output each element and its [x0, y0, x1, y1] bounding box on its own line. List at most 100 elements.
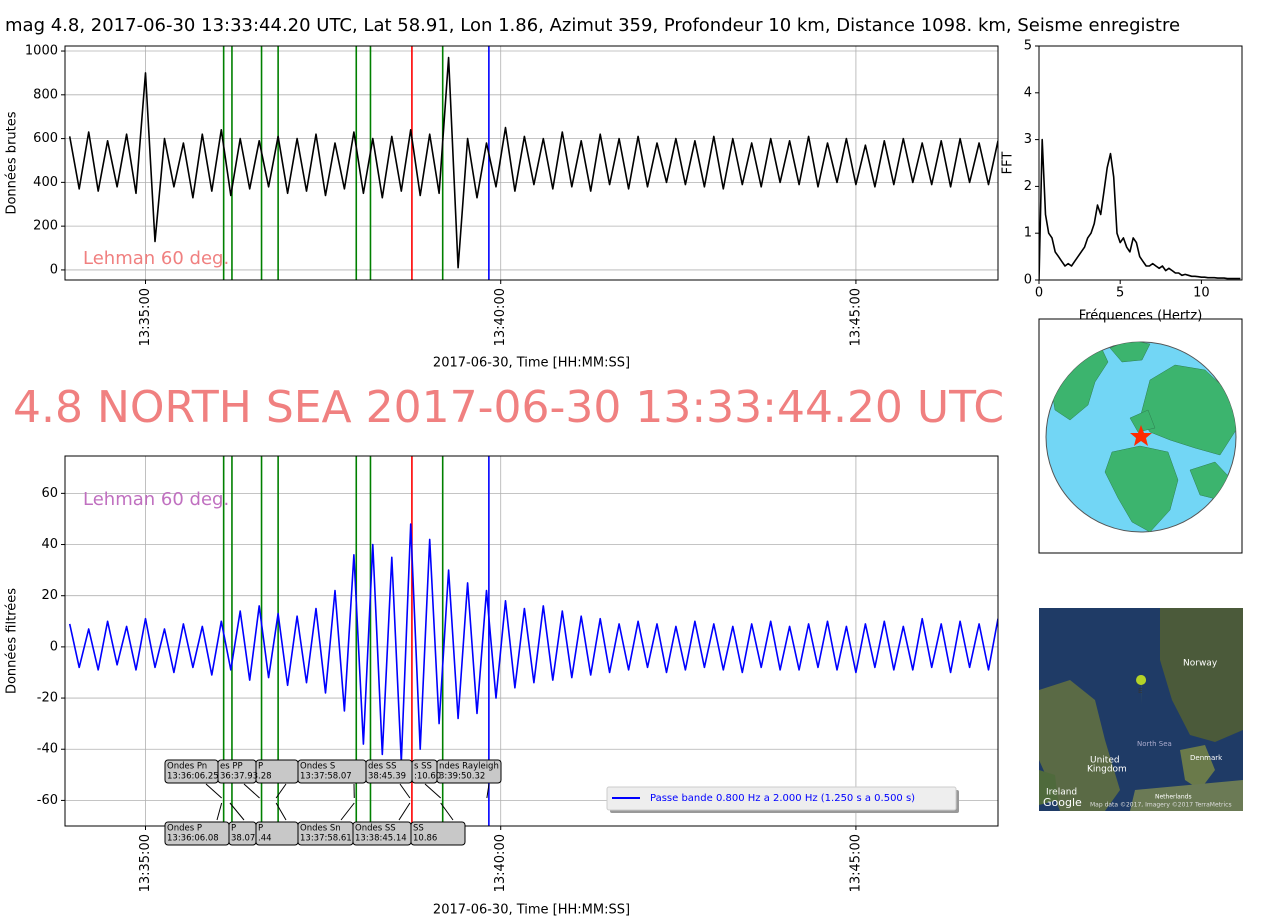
x-tick-label: 13:40:00 [493, 288, 508, 346]
land [1130, 780, 1243, 811]
map-label: Denmark [1190, 754, 1223, 762]
y-tick-label: 400 [33, 175, 58, 190]
phase-label: 10.86 [413, 834, 437, 844]
phase-label: ndes Rayleigh [439, 762, 499, 772]
map-label: North Sea [1137, 740, 1172, 748]
y-tick-label: 20 [41, 588, 58, 603]
y-tick-label: 3 [1024, 132, 1032, 147]
phase-arrow [275, 783, 287, 799]
map-label: E [1138, 687, 1142, 695]
phase-label: Ondes Sn [300, 824, 341, 834]
land [1160, 608, 1243, 742]
map-label: Google [1043, 796, 1082, 809]
phase-label: P [258, 762, 263, 772]
y-tick-label: 1 [1024, 226, 1032, 241]
phase-box [164, 821, 230, 846]
phase-label: des SS [368, 762, 397, 772]
phase-label: 38:45.39 [368, 772, 406, 782]
plot-area [1039, 46, 1242, 280]
y-tick-label: 1000 [25, 44, 58, 59]
annotation: Lehman 60 deg. [83, 489, 229, 510]
map-label: United [1090, 756, 1120, 766]
y-tick-label: 0 [50, 262, 58, 277]
phase-label: 13:36:06.08 [167, 834, 219, 844]
land [1109, 342, 1151, 363]
phase-label: 36:37.93 [220, 772, 258, 782]
y-tick-label: -20 [37, 691, 58, 706]
x-axis-label: 2017-06-30, Time [HH:MM:SS] [433, 903, 630, 918]
phase-label: SS [413, 824, 424, 834]
phase-arrow [398, 802, 411, 821]
phase-label: 38.07 [231, 834, 255, 844]
plot-area [65, 46, 998, 280]
phase-arrow [275, 802, 287, 821]
phase-label: :10.60 [414, 772, 441, 782]
phase-label: es PP [220, 762, 243, 772]
phase-arrow [340, 802, 355, 821]
y-tick-label: 2 [1024, 179, 1032, 194]
x-tick-label: 10 [1193, 286, 1210, 301]
trace [1039, 138, 1241, 280]
phase-label: 13:37:58.07 [300, 772, 352, 782]
phase-label: P [258, 824, 263, 834]
x-tick-label: 13:45:00 [848, 834, 863, 892]
map-pin [1136, 675, 1147, 705]
chart-title: mag 4.8, 2017-06-30 13:33:44.20 UTC, Lat… [5, 15, 1180, 36]
phase-box [164, 759, 219, 784]
phase-arrow [243, 783, 260, 799]
phase-label: 13:38:45.14 [355, 834, 407, 844]
phase-label: 13:37:58.61 [300, 834, 352, 844]
x-tick-label: 13:40:00 [493, 834, 508, 892]
land [1180, 745, 1215, 790]
globe-map [1038, 318, 1243, 554]
phase-label: .44 [258, 834, 272, 844]
y-tick-label: 0 [1024, 273, 1032, 288]
phase-label: Ondes Pn [167, 762, 207, 772]
land [1039, 770, 1058, 805]
land [1039, 680, 1120, 811]
land [1104, 445, 1179, 532]
phase-label: P [231, 824, 236, 834]
annotation: Lehman 60 deg. [83, 248, 229, 269]
phase-arrow [424, 783, 442, 799]
trace [68, 523, 998, 763]
phase-arrow [205, 783, 222, 799]
phase-label: Ondes S [300, 762, 335, 772]
phase-label: Ondes P [167, 824, 202, 834]
trace [68, 56, 998, 269]
phase-label: 3:39:50.32 [439, 772, 485, 782]
y-tick-label: -40 [37, 742, 58, 757]
map-label: Map data ©2017, Imagery ©2017 TerraMetri… [1090, 802, 1232, 809]
map-label: Ireland [1046, 788, 1077, 798]
x-axis-label: 2017-06-30, Time [HH:MM:SS] [433, 356, 630, 371]
y-tick-label: 200 [33, 219, 58, 234]
y-tick-label: 60 [41, 486, 58, 501]
land [1129, 409, 1156, 433]
phase-label: s SS [414, 762, 432, 772]
y-tick-label: 40 [41, 537, 58, 552]
y-axis-label: Données brutes [5, 111, 20, 214]
phase-arrow [486, 783, 490, 799]
chart-title: 4.8 NORTH SEA 2017-06-30 13:33:44.20 UTC [13, 382, 1004, 433]
map-label: Kingdom [1087, 765, 1127, 775]
y-tick-label: 600 [33, 131, 58, 146]
x-tick-label: 13:35:00 [138, 834, 153, 892]
x-axis-label: Fréquences (Hertz) [1079, 309, 1203, 324]
y-tick-label: -60 [37, 793, 58, 808]
map-label: Norway [1183, 659, 1218, 669]
y-tick-label: 0 [50, 639, 58, 654]
phase-arrow [216, 802, 223, 821]
epicenter-star [1130, 425, 1152, 446]
phase-label: 13:36:06.25 [167, 772, 219, 782]
axes-frame [64, 45, 999, 281]
phase-label: .28 [258, 772, 272, 782]
y-axis-label: Données filtrées [5, 588, 20, 694]
y-tick-label: 5 [1024, 39, 1032, 54]
x-tick-label: 0 [1035, 286, 1043, 301]
legend-label: Passe bande 0.800 Hz a 2.000 Hz (1.250 s… [650, 793, 915, 804]
legend-box [606, 786, 957, 811]
x-tick-label: 5 [1116, 286, 1124, 301]
